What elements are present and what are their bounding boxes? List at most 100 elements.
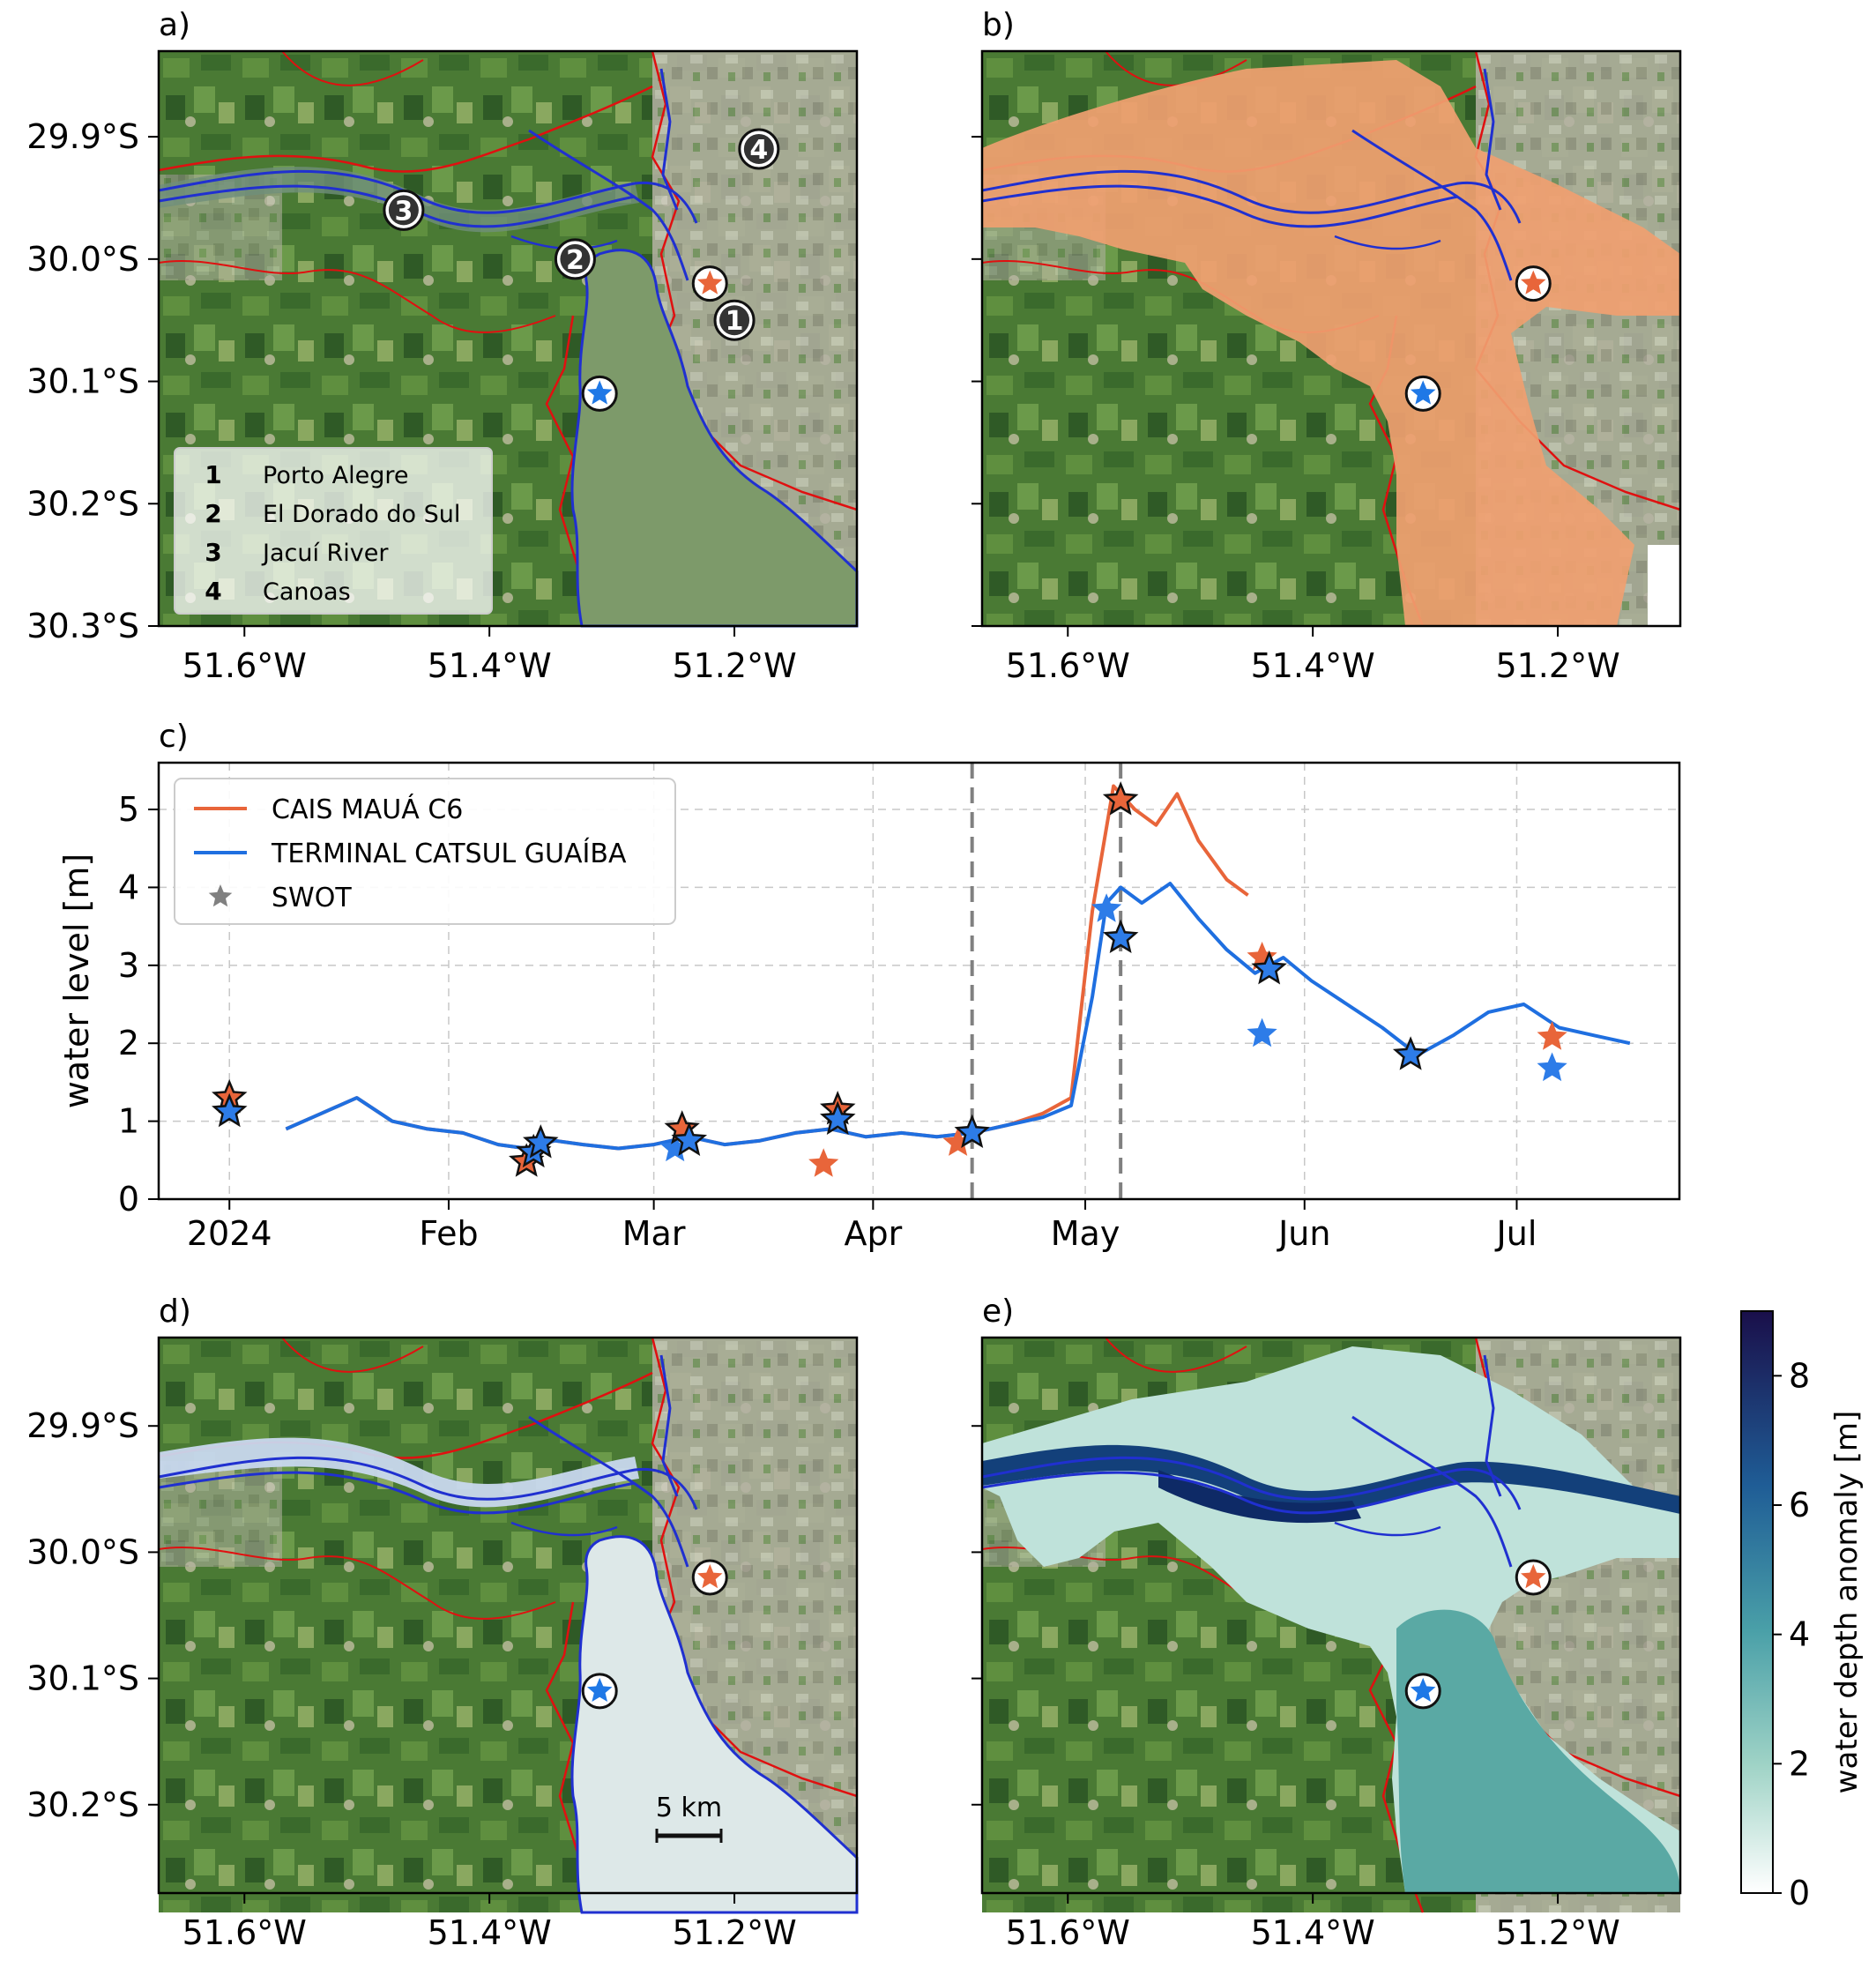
station-star-icon: [697, 1564, 723, 1589]
x-tick-label: Feb: [419, 1214, 478, 1253]
station-star-icon: [1521, 1564, 1546, 1589]
station-star-icon: [1410, 1677, 1436, 1702]
x-tick-label: Jun: [1277, 1214, 1330, 1253]
map-legend-label: Jacuí River: [261, 540, 389, 567]
x-tick-label: 2024: [187, 1214, 272, 1253]
panel-d-overlay: d) 51.6°W 51.4°W 51.2°W 29.9°S 30.0°S 30.1°S 30…: [26, 1293, 796, 1952]
chart-legend: CAIS MAUÁ C6 TERMINAL CATSUL GUAÍBA SWOT: [174, 778, 676, 925]
lon-tick-label: 51.2°W: [1495, 1913, 1619, 1952]
map-legend-number: 4: [205, 577, 221, 606]
location-number: 3: [394, 196, 413, 227]
swot-star-marker: [808, 1148, 839, 1177]
colorbar-tick-label: 0: [1789, 1874, 1810, 1912]
x-tick-label: May: [1051, 1214, 1120, 1253]
panel-b-overlay: b) 51.6°W 51.4°W 51.2°W: [972, 7, 1620, 685]
station-star-icon: [1410, 380, 1436, 405]
location-number: 1: [726, 306, 744, 337]
swot-star-marker: [954, 1114, 990, 1149]
swot-star-marker: [1537, 1052, 1567, 1082]
swot-star-marker: [942, 1127, 973, 1156]
y-tick-label: 0: [118, 1180, 139, 1219]
y-tick-label: 5: [118, 790, 139, 829]
lon-tick-label: 51.6°W: [182, 646, 307, 685]
colorbar-label: water depth anomaly [m]: [1829, 1411, 1865, 1794]
colorbar-tick-label: 8: [1789, 1356, 1810, 1395]
y-tick-label: 4: [118, 868, 139, 906]
station-star-icon: [697, 270, 723, 294]
colorbar-tick-label: 2: [1789, 1744, 1810, 1783]
lat-tick-label: 30.2°S: [26, 1785, 139, 1824]
panel-e-map: [980, 1336, 1682, 1914]
x-tick-label: Mar: [622, 1214, 686, 1253]
location-marker-fill: [388, 195, 419, 226]
map-legend-label: El Dorado do Sul: [263, 501, 460, 528]
swot-star-marker: [212, 1092, 248, 1128]
legend-series-label: TERMINAL CATSUL GUAÍBA: [271, 838, 627, 869]
lon-tick-label: 51.4°W: [428, 1913, 552, 1952]
station-star-icon: [586, 380, 613, 405]
scale-bar: 5 km: [655, 1793, 723, 1843]
map-legend-number: 1: [205, 460, 221, 489]
map-legend-number: 2: [205, 499, 221, 528]
chart-frame: [157, 761, 1681, 1201]
location-number: 2: [566, 245, 584, 276]
lon-tick-label: 51.2°W: [672, 646, 796, 685]
water-level-chart: c) 2024 Feb Mar Apr May Jun Jul 0 1 2 3 4 5 water leve…: [57, 719, 1681, 1253]
swot-star-marker: [1091, 893, 1122, 922]
lat-tick-label: 30.0°S: [26, 1532, 139, 1571]
lat-tick-label: 30.2°S: [26, 484, 139, 523]
x-tick-label: Jul: [1495, 1214, 1537, 1253]
lon-tick-label: 51.2°W: [1495, 646, 1619, 685]
panel-b-map: [980, 49, 1682, 628]
lon-tick-label: 51.4°W: [1251, 646, 1375, 685]
panel-d-label: d): [159, 1293, 191, 1330]
location-number: 4: [749, 135, 768, 166]
panel-e-label: e): [982, 1293, 1014, 1330]
swot-star-marker: [659, 1132, 690, 1162]
x-tick-label: Apr: [844, 1214, 902, 1253]
map-legend-label: Porto Alegre: [263, 462, 408, 489]
station-star-icon: [586, 1677, 613, 1702]
swot-star-marker: [1102, 919, 1139, 954]
swot-star-marker: [1537, 1021, 1567, 1050]
panel-e-overlay: e) 51.6°W 51.4°W 51.2°W: [972, 1293, 1620, 1952]
lat-tick-label: 30.0°S: [26, 240, 139, 279]
station-star-icon: [1521, 270, 1546, 294]
panel-b-label: b): [982, 7, 1015, 43]
lon-tick-label: 51.4°W: [428, 646, 552, 685]
panel-d-map: [157, 1336, 859, 1914]
lon-tick-label: 51.2°W: [672, 1913, 796, 1952]
location-marker-fill: [560, 243, 591, 274]
lat-tick-label: 30.3°S: [26, 607, 139, 645]
legend-swot-label: SWOT: [272, 883, 352, 913]
lat-tick-label: 30.1°S: [26, 1659, 139, 1698]
y-axis-label: water level [m]: [57, 854, 96, 1108]
y-tick-label: 1: [118, 1102, 139, 1141]
location-marker-fill: [719, 305, 750, 336]
lat-tick-label: 29.9°S: [26, 1406, 139, 1445]
colorbar-tick-label: 4: [1789, 1615, 1810, 1654]
swot-star-marker: [1392, 1036, 1429, 1070]
swot-star-marker: [1251, 950, 1287, 985]
colorbar: [1740, 1310, 1774, 1894]
panel-c-label: c): [159, 719, 189, 755]
panel-a-overlay: a) 51.6°W 51.4°W 51.2°W 29.9°S 30.0°S 30.1°S 30…: [26, 7, 796, 685]
legend-series-label: CAIS MAUÁ C6: [272, 794, 463, 825]
location-marker-fill: [743, 133, 774, 164]
swot-star-marker: [1102, 781, 1139, 816]
lon-tick-label: 51.6°W: [182, 1913, 307, 1952]
lon-tick-label: 51.4°W: [1251, 1913, 1375, 1952]
lon-tick-label: 51.6°W: [1006, 646, 1130, 685]
swot-star-marker: [1247, 1018, 1277, 1047]
lat-tick-label: 29.9°S: [26, 117, 139, 156]
panel-a-label: a): [159, 7, 190, 43]
lon-tick-label: 51.6°W: [1006, 1913, 1130, 1952]
scale-bar-label: 5 km: [656, 1793, 722, 1823]
lat-tick-label: 30.1°S: [26, 362, 139, 401]
y-tick-label: 2: [118, 1024, 139, 1062]
y-tick-label: 3: [118, 946, 139, 985]
map-legend: 1 Porto Alegre 2 El Dorado do Sul 3 Jacuí Riv…: [174, 447, 493, 615]
map-legend-number: 3: [205, 538, 221, 567]
legend-star-icon: [208, 884, 233, 907]
